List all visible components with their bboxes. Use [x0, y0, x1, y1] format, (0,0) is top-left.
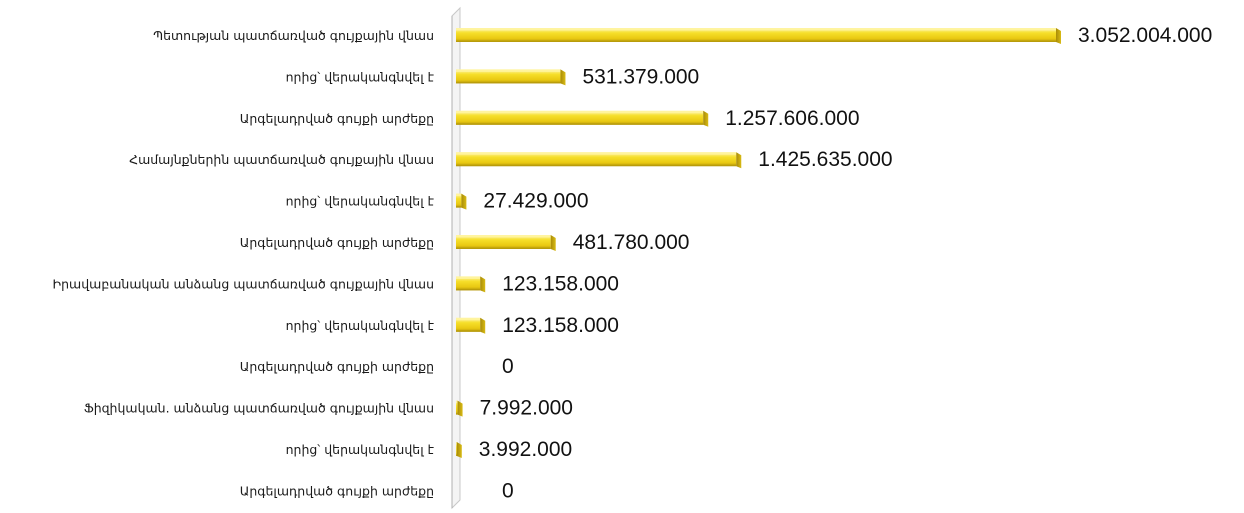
category-label: Ֆիզիկական. անձանց պատճառված գույքային վն… [84, 401, 434, 416]
category-label: որից՝ վերականգնվել է [286, 194, 435, 209]
value-label: 481.780.000 [573, 231, 690, 254]
category-label: Իրավաբանական անձանց պատճառված գույքային … [53, 276, 435, 291]
bar [456, 317, 486, 334]
value-label: 3.992.000 [479, 438, 572, 461]
category-label: Արգելադրված գույքի արժեքը [240, 483, 434, 498]
category-label: Արգելադրված գույքի արժեքը [240, 111, 434, 126]
bar [456, 28, 1061, 44]
value-label: 7.992.000 [480, 397, 573, 420]
bar [456, 69, 566, 86]
bar [456, 193, 467, 210]
value-label: 3.052.004.000 [1078, 24, 1212, 47]
category-label: որից՝ վերականգնվել է [286, 442, 435, 457]
category-label: Համայնքներին պատճառված գույքային վնաս [129, 152, 434, 167]
value-label: 0 [502, 479, 514, 502]
value-label: 123.158.000 [502, 314, 619, 337]
value-label: 531.379.000 [582, 65, 699, 88]
value-label: 1.425.635.000 [758, 148, 892, 171]
bar [456, 235, 556, 251]
bar [456, 400, 463, 417]
bar [456, 442, 462, 458]
bar [456, 152, 742, 169]
category-label: Արգելադրված գույքի արժեքը [240, 359, 434, 374]
category-label: Պետության պատճառված գույքային վնաս [153, 28, 434, 43]
value-label: 1.257.606.000 [725, 107, 859, 130]
bar [456, 276, 486, 293]
category-label: որից՝ վերականգնվել է [286, 69, 435, 84]
value-label: 0 [502, 355, 514, 378]
value-label: 123.158.000 [502, 272, 619, 295]
category-label: որից՝ վերականգնվել է [286, 318, 435, 333]
bar [456, 110, 709, 127]
category-label: Արգելադրված գույքի արժեքը [240, 235, 434, 250]
value-label: 27.429.000 [483, 190, 588, 213]
